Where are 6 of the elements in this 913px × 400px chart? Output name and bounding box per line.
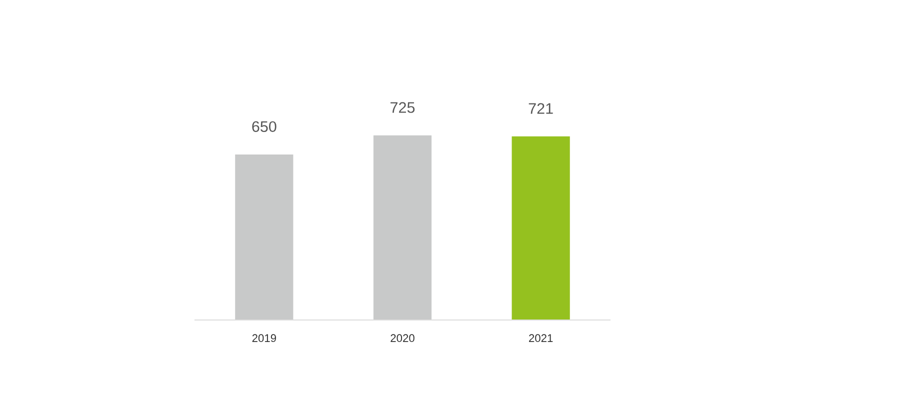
x-tick-label: 2020 bbox=[390, 334, 414, 342]
data-label: 721 bbox=[528, 103, 553, 114]
data-label: 650 bbox=[252, 121, 276, 132]
data-label: 725 bbox=[390, 102, 415, 113]
x-tick-label: 2021 bbox=[529, 334, 553, 342]
x-tick-label: 2019 bbox=[252, 334, 276, 342]
